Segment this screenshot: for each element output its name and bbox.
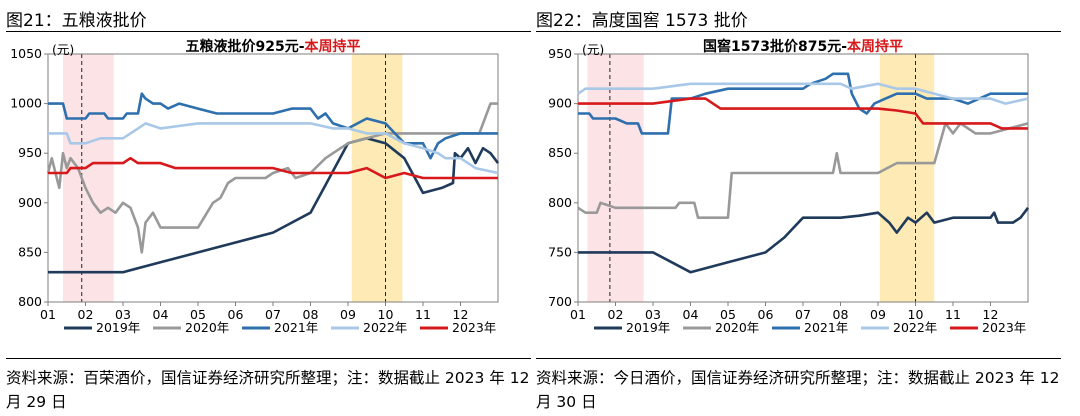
guojiao-price-chart: 700 750 800 850 900 950 01 02 03 04 05 06 07 08 09 10 11… (548, 38, 1030, 334)
top-rule (536, 31, 1061, 32)
x-tick-label: 05 (720, 307, 736, 322)
bottom-rule (536, 358, 1061, 359)
y-tick-label: 1000 (10, 96, 42, 111)
chart-title: 国窖1573批价875元-本周持平 (703, 38, 903, 55)
x-tick-label: 01 (570, 307, 586, 322)
x-tick-label: 07 (265, 307, 281, 322)
y-tick-label: 900 (548, 96, 572, 111)
chart-title-highlight: 本周持平 (847, 38, 903, 55)
shaded-region-0 (587, 54, 644, 302)
plot-frame (577, 53, 1029, 303)
series-line-2023年 (48, 156, 498, 180)
series-line-2021年 (48, 92, 498, 160)
y-tick-label: 950 (18, 145, 42, 160)
series-line-2019年 (48, 137, 500, 274)
x-tick-label: 06 (758, 307, 774, 322)
legend-label-2020年: 2020年 (185, 320, 229, 334)
y-tick-label: 950 (548, 46, 572, 61)
x-tick-label: 07 (795, 307, 811, 322)
chart-title-main: 五粮液批价925元- (185, 38, 304, 55)
x-tick-label: 09 (340, 307, 356, 322)
top-rule (6, 31, 531, 32)
x-tick-label: 08 (303, 307, 319, 322)
x-tick-label: 04 (683, 307, 699, 322)
y-tick-label: 900 (18, 195, 42, 210)
unit-label: (元) (582, 42, 604, 57)
source-note: 资料来源：百荣酒价，国信证券经济研究所整理；注：数据截止 2023 年 12 月… (6, 369, 530, 411)
x-tick-label: 11 (945, 307, 961, 322)
series-line-2020年 (46, 102, 498, 254)
y-tick-label: 700 (548, 294, 572, 309)
source-note: 资料来源：今日酒价，国信证券经济研究所整理；注：数据截止 2023 年 12 月… (536, 369, 1060, 411)
series-line-2023年 (578, 97, 1028, 130)
legend-label-2022年: 2022年 (893, 320, 937, 334)
panel-wuliangye: 图21：五粮液批价 800 850 900 950 1000 1050 01 02 03 04 05… (6, 0, 536, 416)
x-tick-label: 05 (190, 307, 206, 322)
chart-title: 五粮液批价925元-本周持平 (185, 38, 360, 55)
series-line-2020年 (577, 122, 1029, 219)
legend-label-2021年: 2021年 (804, 320, 848, 334)
unit-label: (元) (52, 42, 74, 57)
y-tick-label: 750 (548, 244, 572, 259)
series-line-2022年 (48, 122, 499, 175)
shaded-region-1 (351, 54, 403, 302)
x-tick-label: 02 (78, 307, 94, 322)
y-tick-label: 850 (18, 244, 42, 259)
x-tick-label: 03 (115, 307, 131, 322)
y-tick-label: 850 (548, 145, 572, 160)
series-line-2022年 (577, 82, 1029, 105)
x-tick-label: 01 (40, 307, 56, 322)
x-tick-label: 10 (908, 307, 924, 322)
series-line-2021年 (578, 72, 1028, 135)
chart-title-highlight: 本周持平 (305, 38, 361, 55)
legend-label-2023年: 2023年 (982, 320, 1026, 334)
figure-title: 图22：高度国窖 1573 批价 (536, 11, 748, 31)
legend-label-2019年: 2019年 (626, 320, 670, 334)
legend-label-2019年: 2019年 (96, 320, 140, 334)
y-tick-label: 800 (548, 195, 572, 210)
y-tick-label: 800 (18, 294, 42, 309)
legend-label-2021年: 2021年 (274, 320, 318, 334)
x-tick-label: 02 (608, 307, 624, 322)
chart-title-main: 国窖1573批价875元- (703, 38, 847, 55)
x-tick-label: 12 (983, 307, 999, 322)
legend-label-2020年: 2020年 (715, 320, 759, 334)
shaded-region-1 (879, 54, 935, 302)
x-tick-label: 12 (453, 307, 469, 322)
panel-guojiao1573: 图22：高度国窖 1573 批价 700 750 800 850 900 950 01 02 0… (536, 0, 1066, 416)
x-tick-label: 06 (228, 307, 244, 322)
x-tick-label: 08 (833, 307, 849, 322)
x-tick-label: 04 (153, 307, 169, 322)
legend-label-2023年: 2023年 (452, 320, 496, 334)
shaded-region-0 (63, 54, 114, 302)
x-tick-label: 03 (645, 307, 661, 322)
legend-label-2022年: 2022年 (363, 320, 407, 334)
x-tick-label: 10 (378, 307, 394, 322)
y-tick-label: 1050 (10, 46, 42, 61)
series-line-2019年 (578, 207, 1030, 274)
x-tick-label: 11 (415, 307, 431, 322)
wuliangye-price-chart: 800 850 900 950 1000 1050 01 02 03 04 05 06 07 08 09 10… (10, 38, 500, 334)
x-tick-label: 09 (870, 307, 886, 322)
bottom-rule (6, 358, 531, 359)
figure-title: 图21：五粮液批价 (6, 11, 147, 31)
